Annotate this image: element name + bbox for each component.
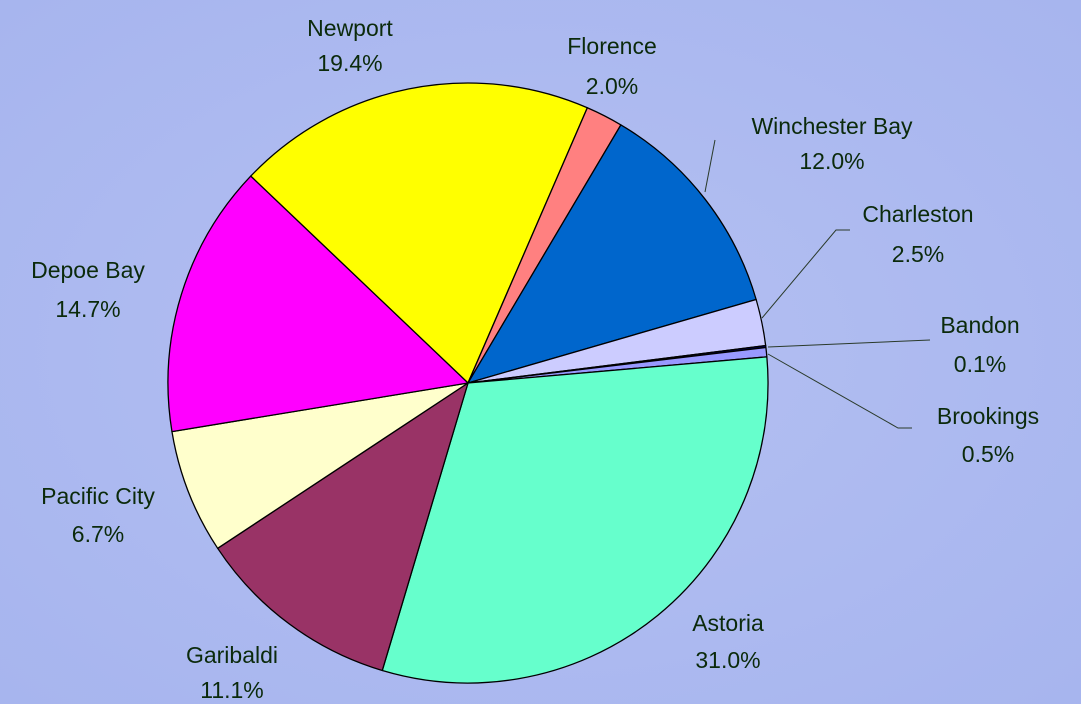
- slice-label: Pacific City: [41, 483, 155, 509]
- slice-label: Bandon: [940, 312, 1019, 338]
- pie-slice: [250, 82, 588, 384]
- value-label: 2.5%: [892, 241, 944, 267]
- leader-line: [767, 353, 912, 429]
- value-label: 0.1%: [954, 351, 1006, 377]
- value-label: 14.7%: [55, 296, 120, 322]
- pie-slice: [381, 356, 769, 684]
- value-label: 19.4%: [317, 50, 382, 76]
- pie-slice: [167, 175, 469, 433]
- pie-slice: [171, 382, 469, 549]
- pie-slice: [467, 124, 757, 384]
- value-label: 11.1%: [200, 677, 264, 703]
- leader-line: [761, 229, 850, 319]
- pie: [167, 82, 769, 684]
- value-label: 2.0%: [586, 73, 638, 99]
- slice-label: Astoria: [692, 610, 764, 636]
- slice-label: Garibaldi: [186, 642, 278, 668]
- slice-label: Depoe Bay: [31, 257, 145, 283]
- labels: Newport 19.4% Florence 2.0% Winchester Bay 12…: [31, 15, 1039, 703]
- value-label: 12.0%: [799, 148, 864, 174]
- slice-label: Florence: [567, 33, 656, 59]
- value-label: 6.7%: [72, 521, 124, 547]
- pie-slice: [217, 382, 469, 672]
- slice-label: Newport: [307, 15, 393, 41]
- leader-line: [704, 139, 716, 193]
- value-label: 0.5%: [962, 441, 1014, 467]
- slice-label: Brookings: [937, 403, 1039, 429]
- slice-label: Charleston: [862, 201, 973, 227]
- slice-label: Winchester Bay: [751, 113, 913, 139]
- value-label: 31.0%: [695, 647, 760, 673]
- leader-line: [767, 339, 931, 348]
